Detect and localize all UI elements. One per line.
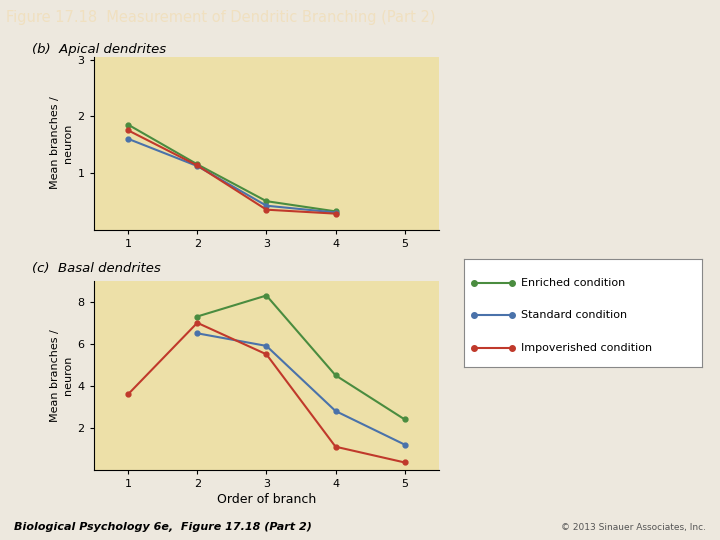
Text: Standard condition: Standard condition <box>521 310 628 320</box>
Text: Biological Psychology 6e,  Figure 17.18 (Part 2): Biological Psychology 6e, Figure 17.18 (… <box>14 522 312 532</box>
Text: © 2013 Sinauer Associates, Inc.: © 2013 Sinauer Associates, Inc. <box>561 523 706 532</box>
X-axis label: Order of branch: Order of branch <box>217 493 316 506</box>
Y-axis label: Mean branches /
neuron: Mean branches / neuron <box>50 329 73 422</box>
Y-axis label: Mean branches /
neuron: Mean branches / neuron <box>50 97 73 190</box>
Text: (c)  Basal dendrites: (c) Basal dendrites <box>32 262 161 275</box>
Text: Impoverished condition: Impoverished condition <box>521 343 652 353</box>
Text: Figure 17.18  Measurement of Dendritic Branching (Part 2): Figure 17.18 Measurement of Dendritic Br… <box>6 10 436 25</box>
Text: (b)  Apical dendrites: (b) Apical dendrites <box>32 43 166 56</box>
Text: Enriched condition: Enriched condition <box>521 278 626 288</box>
